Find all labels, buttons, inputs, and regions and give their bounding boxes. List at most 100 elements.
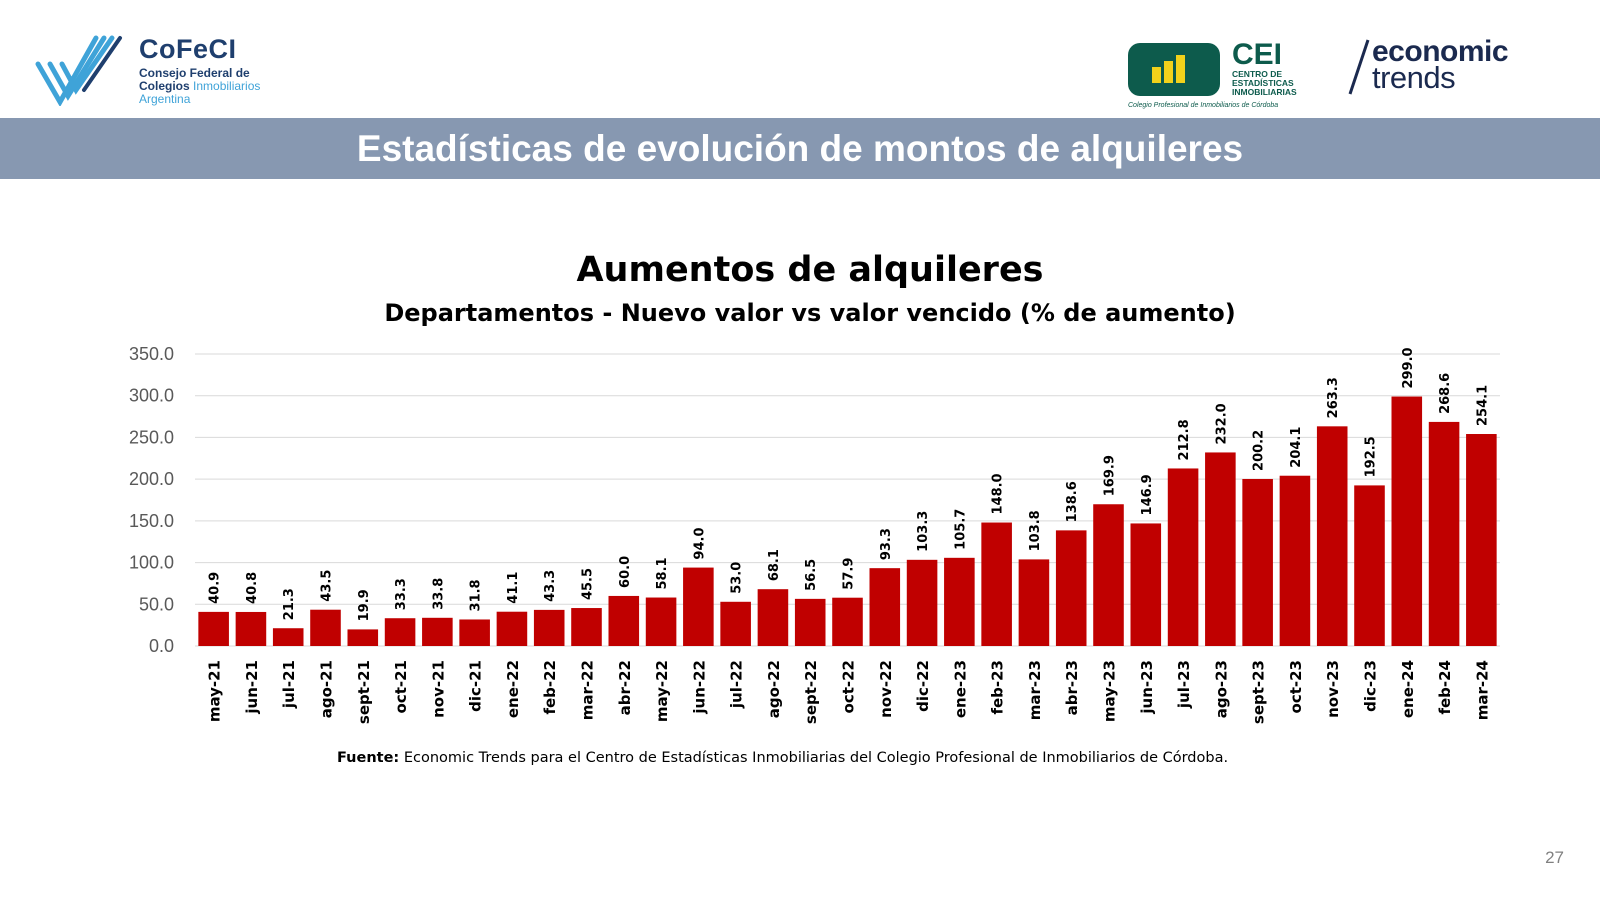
data-label: 53.0 xyxy=(730,562,745,594)
y-tick-label: 100.0 xyxy=(129,553,174,573)
data-label: 263.3 xyxy=(1326,377,1341,418)
bar-feb-22 xyxy=(533,609,565,646)
bar-mar-23 xyxy=(1018,559,1050,646)
bar-feb-24 xyxy=(1428,421,1460,646)
bar-oct-22 xyxy=(832,597,863,646)
cofeci-name: CoFeCI xyxy=(139,34,237,64)
source-note: Fuente: Economic Trends para el Centro d… xyxy=(337,750,1228,766)
cofeci-logo: CoFeCI Consejo Federal de Colegios Inmob… xyxy=(34,30,294,110)
slash-icon xyxy=(1348,39,1370,95)
x-tick-label: ago-22 xyxy=(765,660,783,718)
data-label: 192.5 xyxy=(1364,436,1379,477)
bar-ene-22 xyxy=(496,611,528,646)
x-tick-label: dic-21 xyxy=(467,660,485,712)
bar-jun-21 xyxy=(235,611,267,646)
bar-may-23 xyxy=(1093,504,1124,646)
cei-sub2: ESTADÍSTICAS xyxy=(1232,78,1294,88)
data-label: 56.5 xyxy=(804,559,819,591)
cofeci-line2a: Colegios xyxy=(139,79,190,93)
data-label: 204.1 xyxy=(1289,427,1304,468)
bar-may-22 xyxy=(645,597,677,646)
bar-jun-22 xyxy=(683,567,714,646)
data-label: 58.1 xyxy=(655,557,670,589)
cofeci-line2b: Inmobiliarios xyxy=(193,79,261,93)
bar-ago-21 xyxy=(310,609,341,646)
bar-abr-23 xyxy=(1055,530,1087,646)
cei-sub3: INMOBILIARIAS xyxy=(1232,87,1297,97)
data-label: 93.3 xyxy=(879,528,894,560)
chart-title: Aumentos de alquileres xyxy=(576,250,1043,290)
data-label: 200.2 xyxy=(1252,430,1267,471)
x-tick-label: dic-22 xyxy=(914,660,932,712)
source-text: Economic Trends para el Centro de Estadí… xyxy=(399,750,1229,766)
data-label: 19.9 xyxy=(357,589,372,621)
bar-oct-21 xyxy=(384,618,416,646)
data-label: 43.3 xyxy=(543,570,558,602)
source-label: Fuente: xyxy=(337,750,400,766)
cofeci-line3: Argentina xyxy=(139,92,191,106)
data-label: 94.0 xyxy=(692,527,707,559)
bar-sept-21 xyxy=(347,629,379,646)
bar-nov-23 xyxy=(1316,426,1348,646)
y-tick-label: 350.0 xyxy=(129,344,174,364)
y-tick-label: 250.0 xyxy=(129,427,174,447)
economic-trends-line1: economic xyxy=(1372,35,1509,68)
cei-footer: Colegio Profesional de Inmobiliarios de … xyxy=(1128,102,1279,109)
data-label: 169.9 xyxy=(1103,455,1118,496)
data-label: 57.9 xyxy=(842,558,857,590)
y-tick-label: 50.0 xyxy=(139,594,174,614)
cofeci-line1: Consejo Federal de xyxy=(139,66,250,80)
data-label: 40.9 xyxy=(208,572,223,604)
data-label: 60.0 xyxy=(618,556,633,588)
x-tick-label: oct-22 xyxy=(840,660,858,713)
bar-ene-24 xyxy=(1391,396,1423,646)
x-tick-label: feb-22 xyxy=(541,660,559,715)
x-tick-label: jun-22 xyxy=(690,660,708,715)
bar-mar-22 xyxy=(571,608,602,646)
bar-jul-23 xyxy=(1167,468,1199,646)
bar-mar-24 xyxy=(1466,434,1497,646)
data-label: 138.6 xyxy=(1065,481,1080,522)
x-tick-label: jun-21 xyxy=(243,660,261,715)
data-label: 33.8 xyxy=(431,578,446,610)
x-tick-label: oct-23 xyxy=(1287,660,1305,713)
bar-may-21 xyxy=(198,611,229,646)
cei-name: CEI xyxy=(1232,38,1283,71)
cofeci-chevron-icon xyxy=(35,35,122,106)
bar-nov-22 xyxy=(869,568,901,646)
bar-ago-22 xyxy=(757,589,789,646)
page-number: 27 xyxy=(1545,848,1564,867)
data-label: 146.9 xyxy=(1140,474,1155,515)
economic-trends-line2: trends xyxy=(1372,60,1456,95)
x-tick-label: oct-21 xyxy=(392,660,410,713)
x-tick-label: nov-22 xyxy=(877,660,895,718)
x-tick-label: nov-21 xyxy=(429,660,447,718)
bar-sept-23 xyxy=(1242,478,1273,646)
x-tick-label: may-21 xyxy=(206,660,224,722)
data-label: 212.8 xyxy=(1177,419,1192,460)
data-label: 299.0 xyxy=(1401,347,1416,388)
y-tick-label: 300.0 xyxy=(129,386,174,406)
bar-abr-22 xyxy=(608,595,640,646)
x-tick-label: ene-22 xyxy=(504,660,522,718)
cei-logo: CEI CENTRO DE ESTADÍSTICAS INMOBILIARIAS… xyxy=(1128,40,1318,112)
bar-oct-23 xyxy=(1279,475,1311,646)
cei-sub1: CENTRO DE xyxy=(1232,69,1283,79)
bar-dic-22 xyxy=(906,559,938,646)
x-tick-label: jul-23 xyxy=(1175,660,1193,709)
x-tick-label: jul-21 xyxy=(280,660,298,709)
y-tick-label: 0.0 xyxy=(149,636,174,656)
bar-nov-21 xyxy=(422,617,453,646)
bar-dic-21 xyxy=(459,619,490,646)
data-label: 68.1 xyxy=(767,549,782,581)
x-tick-label: may-23 xyxy=(1101,660,1119,722)
bar-sept-22 xyxy=(794,598,826,646)
x-tick-label: abr-23 xyxy=(1063,660,1081,715)
x-tick-label: dic-23 xyxy=(1362,660,1380,712)
bar-feb-23 xyxy=(981,522,1012,646)
data-label: 103.8 xyxy=(1028,510,1043,551)
bar-jul-22 xyxy=(720,601,751,646)
data-label: 41.1 xyxy=(506,572,521,604)
x-tick-label: ene-23 xyxy=(951,660,969,718)
